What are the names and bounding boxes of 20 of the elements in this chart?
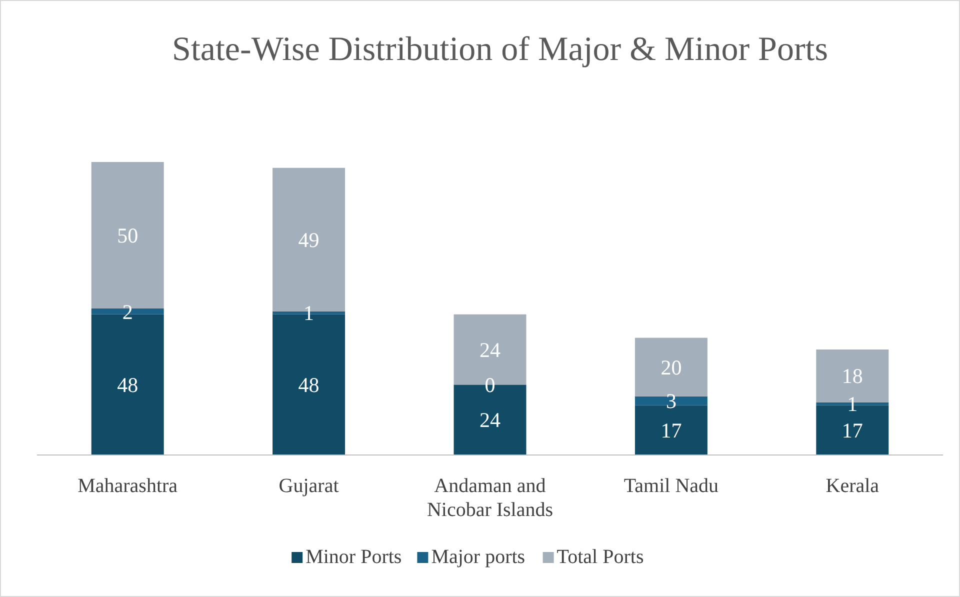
data-label: 24 (480, 338, 501, 362)
data-label: 50 (117, 224, 138, 248)
data-label: 49 (298, 228, 320, 252)
x-tick-label: Tamil Nadu (624, 475, 719, 497)
data-label: 18 (842, 364, 863, 388)
data-label: 20 (660, 355, 682, 380)
data-label: 24 (480, 408, 501, 432)
legend-label: Major ports (431, 546, 526, 568)
legend-label: Minor Ports (306, 546, 402, 568)
x-tick-label: Gujarat (278, 475, 340, 497)
data-label: 17 (660, 418, 682, 442)
data-label: 48 (298, 373, 320, 398)
data-label: 3 (666, 389, 676, 414)
x-tick-label: Maharashtra (78, 475, 178, 497)
chart-title: State-Wise Distribution of Major & Minor Ports (172, 31, 828, 68)
x-tick-label: Andaman and Nicobar Islands (426, 475, 554, 521)
data-label: 48 (117, 373, 138, 398)
legend-label: Total Ports (556, 546, 644, 568)
data-label: 17 (842, 418, 863, 442)
x-tick-label: Kerala (826, 475, 880, 497)
